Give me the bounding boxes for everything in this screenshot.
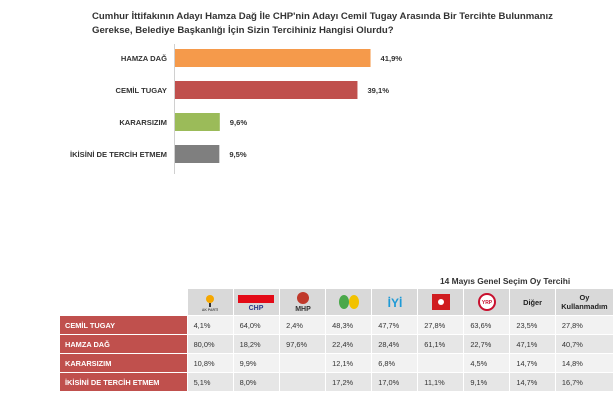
iyi-logo-text: İYİ: [387, 295, 402, 310]
bar: [175, 145, 220, 163]
table-cell: 61,1%: [417, 334, 465, 354]
value-label: 9,5%: [229, 150, 247, 159]
table-cell: 22,7%: [463, 334, 511, 354]
table-cell: 80,0%: [187, 334, 234, 354]
table-row: HAMZA DAĞ 80,0% 18,2% 97,6% 22,4% 28,4% 61,1% 2…: [60, 334, 614, 354]
table-cell: 97,6%: [279, 334, 327, 354]
party-logo-cell: YRP: [463, 289, 511, 316]
table-cell: 48,3%: [325, 315, 373, 335]
party-logo-cell: MHP: [279, 289, 327, 316]
party-logo-cell: [417, 289, 465, 316]
table-cell: 22,4%: [325, 334, 373, 354]
header-spacer: [60, 289, 188, 316]
party-logo-cell: [325, 289, 373, 316]
question-title: Cumhur İttifakının Adayı Hamza Dağ İle C…: [92, 11, 553, 36]
table-cell: 63,6%: [463, 315, 511, 335]
table-cell: 27,8%: [417, 315, 465, 335]
category-label: CEMİL TUGAY: [116, 86, 167, 95]
akp-logo-icon: AK PARTİ: [193, 292, 227, 314]
table-cell: 6,8%: [371, 353, 419, 373]
mhp-logo-text: MHP: [295, 306, 311, 313]
mhp-logo-icon: MHP: [286, 291, 320, 315]
table-header-row: AK PARTİ CHP MHP İYİ YRP Diğer Oy Kullan…: [60, 289, 614, 316]
vote-preference-table: AK PARTİ CHP MHP İYİ YRP Diğer Oy Kullan…: [60, 289, 614, 392]
value-label: 39,1%: [367, 86, 389, 95]
yrp-logo-text: YRP: [482, 300, 493, 306]
table-cell: 14,7%: [509, 372, 556, 392]
table-cell: 2,4%: [279, 315, 327, 335]
zafer-logo-icon: [424, 292, 458, 314]
table-row: KARARSIZIM 10,8% 9,9% 12,1% 6,8% 4,5% 14,7% 14,…: [60, 353, 614, 373]
table-cell: 9,1%: [463, 372, 511, 392]
table-cell: 27,8%: [555, 315, 614, 335]
row-label: KARARSIZIM: [60, 353, 188, 373]
table-cell: 28,4%: [371, 334, 419, 354]
category-label: KARARSIZIM: [119, 118, 167, 127]
hdp-logo-icon: [332, 292, 366, 314]
table-cell: [417, 353, 465, 373]
yrp-logo-icon: YRP: [470, 292, 504, 314]
value-label: 41,9%: [381, 54, 403, 63]
table-cell: 10,8%: [187, 353, 234, 373]
party-logo-cell: İYİ: [371, 289, 419, 316]
header-no-vote: Oy Kullanmadım: [555, 289, 614, 316]
row-label: İKİSİNİ DE TERCİH ETMEM: [60, 372, 188, 392]
table-cell: 4,5%: [463, 353, 511, 373]
table-cell: 16,7%: [555, 372, 614, 392]
table-cell: 11,1%: [417, 372, 465, 392]
chp-logo-icon: CHP: [236, 292, 276, 314]
table-cell: 47,1%: [509, 334, 556, 354]
table-cell: 14,8%: [555, 353, 614, 373]
party-logo-cell: CHP: [233, 289, 281, 316]
row-label: CEMİL TUGAY: [60, 315, 188, 335]
table-cell: 5,1%: [187, 372, 234, 392]
value-label: 9,6%: [230, 118, 248, 127]
party-logo-cell: AK PARTİ: [187, 289, 234, 316]
table-cell: 8,0%: [233, 372, 281, 392]
table-cell: 23,5%: [509, 315, 556, 335]
bar: [175, 81, 358, 99]
table-cell: [279, 372, 327, 392]
table-cell: 9,9%: [233, 353, 281, 373]
table-cell: 14,7%: [509, 353, 556, 373]
table-cell: [279, 353, 327, 373]
row-label: HAMZA DAĞ: [60, 334, 188, 354]
axis-line: [174, 44, 175, 174]
table-cell: 12,1%: [325, 353, 373, 373]
bar: [175, 49, 371, 67]
bar: [175, 113, 220, 131]
category-label: İKİSİNİ DE TERCİH ETMEM: [70, 150, 167, 159]
table-cell: 17,2%: [325, 372, 373, 392]
table-row: CEMİL TUGAY 4,1% 64,0% 2,4% 48,3% 47,7% 27,8% 6…: [60, 315, 614, 335]
bar-chart: HAMZA DAĞ 41,9% CEMİL TUGAY 39,1% KARARSIZIM…: [70, 49, 403, 163]
category-label: HAMZA DAĞ: [121, 54, 167, 63]
table-cell: 40,7%: [555, 334, 614, 354]
table-cell: 4,1%: [187, 315, 234, 335]
table-cell: 18,2%: [233, 334, 281, 354]
table-title: 14 Mayıs Genel Seçim Oy Tercihi: [440, 276, 571, 286]
table-row: İKİSİNİ DE TERCİH ETMEM 5,1% 8,0% 17,2% 17,0…: [60, 372, 614, 392]
chp-logo-text: CHP: [249, 305, 264, 312]
header-other: Diğer: [509, 289, 556, 316]
iyi-logo-icon: İYİ: [378, 292, 412, 314]
table-cell: 17,0%: [371, 372, 419, 392]
akp-logo-text: AK PARTİ: [202, 308, 218, 312]
table-cell: 64,0%: [233, 315, 281, 335]
table-cell: 47,7%: [371, 315, 419, 335]
